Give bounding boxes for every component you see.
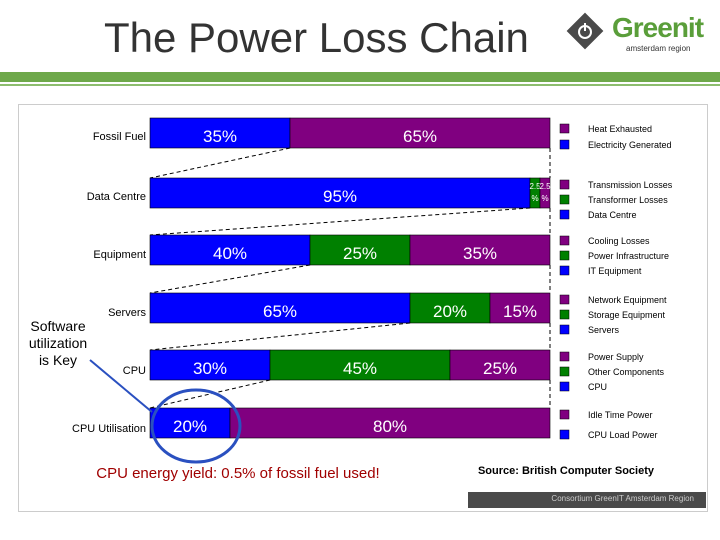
side-note-line: Software [30, 318, 85, 334]
data-label: 25% [343, 244, 377, 263]
source-text: Source: British Computer Society [478, 465, 655, 477]
legend-swatch [559, 366, 570, 377]
data-label: 65% [403, 127, 437, 146]
legend-swatch [559, 294, 570, 305]
legend-label: Data Centre [588, 210, 637, 220]
bar-segment [149, 234, 311, 266]
bar-segment [539, 177, 551, 209]
data-label: 35% [463, 244, 497, 263]
legend-swatch [559, 381, 570, 392]
legend-swatch [559, 250, 570, 261]
legend-label: CPU Load Power [588, 430, 658, 440]
annotation-text: CPU energy yield: 0.5% of fossil fuel us… [96, 465, 379, 482]
bar-segment [449, 349, 551, 381]
data-label: 25% [483, 359, 517, 378]
data-label: 30% [193, 359, 227, 378]
page-title: The Power Loss Chain [104, 14, 529, 61]
legend-label: Electricity Generated [588, 140, 672, 150]
footer-bar: Consortium GreenIT Amsterdam Region [468, 492, 706, 508]
connector-line [149, 264, 311, 294]
bar-segment [409, 292, 491, 324]
category-label: CPU Utilisation [72, 423, 146, 435]
category-label: Equipment [93, 249, 146, 261]
legend-label: IT Equipment [588, 266, 642, 276]
connector-line [149, 322, 411, 351]
legend-swatch [559, 429, 570, 440]
legend-swatch [559, 123, 570, 134]
connector-line [149, 147, 291, 179]
side-note-line: utilization [29, 335, 87, 351]
bar-segment [229, 407, 551, 439]
legend-label: Idle Time Power [588, 410, 653, 420]
data-label: 65% [263, 302, 297, 321]
footer-text: Consortium GreenIT Amsterdam Region [551, 494, 694, 503]
legend-label: CPU [588, 382, 607, 392]
bar-segment [309, 234, 411, 266]
pointer-line [89, 359, 153, 413]
bar-segment [409, 234, 551, 266]
side-note-line: is Key [39, 352, 77, 368]
legend-label: Transformer Losses [588, 195, 668, 205]
legend-label: Power Supply [588, 352, 644, 362]
legend-swatch [559, 409, 570, 420]
category-label: Data Centre [87, 191, 146, 203]
bar-segment [149, 349, 271, 381]
legend-label: Heat Exhausted [588, 124, 652, 134]
legend-swatch [559, 179, 570, 190]
legend-label: Cooling Losses [588, 236, 650, 246]
header-divider [0, 72, 720, 82]
logo-subtitle: amsterdam region [626, 44, 691, 53]
legend-swatch [559, 194, 570, 205]
data-label: 20% [433, 302, 467, 321]
data-label-unit: % [531, 194, 538, 203]
category-label: CPU [123, 365, 146, 377]
bar-segment [149, 407, 231, 439]
highlight-circle [150, 388, 242, 464]
data-label-value: 2.5 [529, 182, 541, 191]
data-label: 45% [343, 359, 377, 378]
connector-line [149, 207, 531, 236]
legend-swatch [559, 235, 570, 246]
legend-swatch [559, 351, 570, 362]
power-icon [566, 12, 604, 50]
legend-label: Network Equipment [588, 295, 667, 305]
category-label: Servers [108, 307, 146, 319]
legend-swatch [559, 209, 570, 220]
greenit-logo: Greenit amsterdam region [566, 12, 706, 56]
bar-segment [289, 117, 551, 149]
data-label: 95% [323, 187, 357, 206]
legend-label: Transmission Losses [588, 180, 673, 190]
legend-label: Power Infrastructure [588, 251, 669, 261]
data-label: 40% [213, 244, 247, 263]
legend-swatch [559, 265, 570, 276]
data-label-value: 2.5 [539, 182, 551, 191]
header-divider-thin [0, 84, 720, 86]
data-label: 35% [203, 127, 237, 146]
connector-line [149, 379, 271, 409]
legend-swatch [559, 309, 570, 320]
bar-segment [269, 349, 451, 381]
category-label: Fossil Fuel [93, 131, 146, 143]
legend-label: Other Components [588, 367, 665, 377]
legend-swatch [559, 139, 570, 150]
data-label: 20% [173, 417, 207, 436]
data-label-unit: % [541, 194, 548, 203]
legend-label: Storage Equipment [588, 310, 666, 320]
data-label: 15% [503, 302, 537, 321]
logo-word: Greenit [612, 12, 704, 43]
legend-swatch [559, 324, 570, 335]
bar-segment [149, 177, 531, 209]
data-label: 80% [373, 417, 407, 436]
legend-label: Servers [588, 325, 620, 335]
bar-segment [489, 292, 551, 324]
